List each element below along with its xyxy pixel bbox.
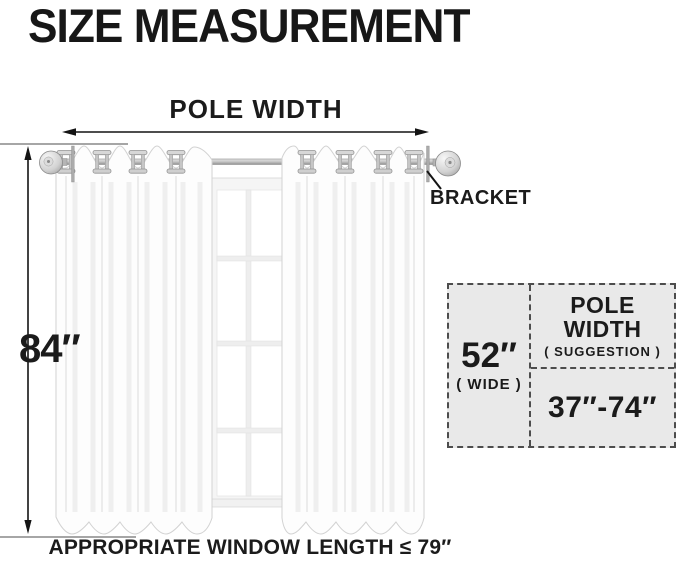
size-suggestion-box: 52″ ( WIDE ) POLE WIDTH ( SUGGESTION ) 3… — [447, 283, 676, 448]
window — [201, 177, 301, 508]
pole-width-label: POLE WIDTH — [169, 94, 343, 124]
pole-width-suggestion-title: POLE WIDTH — [563, 291, 642, 342]
panel-width-note: ( WIDE ) — [456, 376, 522, 394]
panel-width-cell: 52″ ( WIDE ) — [449, 285, 531, 446]
bracket-pointer-line — [426, 170, 442, 190]
panel-width-value: 52″ — [461, 335, 517, 375]
bracket-label: BRACKET — [430, 187, 532, 209]
pole-width-arrow — [62, 128, 429, 136]
height-label: 84″ — [19, 327, 81, 371]
window-length-label: APPROPRIATE WINDOW LENGTH ≤ 79″ — [48, 536, 452, 559]
left-curtain-panel — [55, 145, 213, 535]
measurement-ticks — [0, 143, 136, 538]
pole-width-range-value: 37″-74″ — [548, 390, 657, 424]
pole-width-suggestion-cell: POLE WIDTH ( SUGGESTION ) — [531, 285, 674, 369]
right-finial — [426, 145, 461, 183]
right-curtain-panel — [281, 145, 425, 535]
page-title: SIZE MEASUREMENT — [28, 0, 470, 52]
pole-width-range-cell: 37″-74″ — [531, 369, 674, 446]
height-arrow — [24, 146, 32, 534]
pole-width-suggestion-note: ( SUGGESTION ) — [544, 344, 661, 360]
left-finial — [39, 145, 75, 183]
